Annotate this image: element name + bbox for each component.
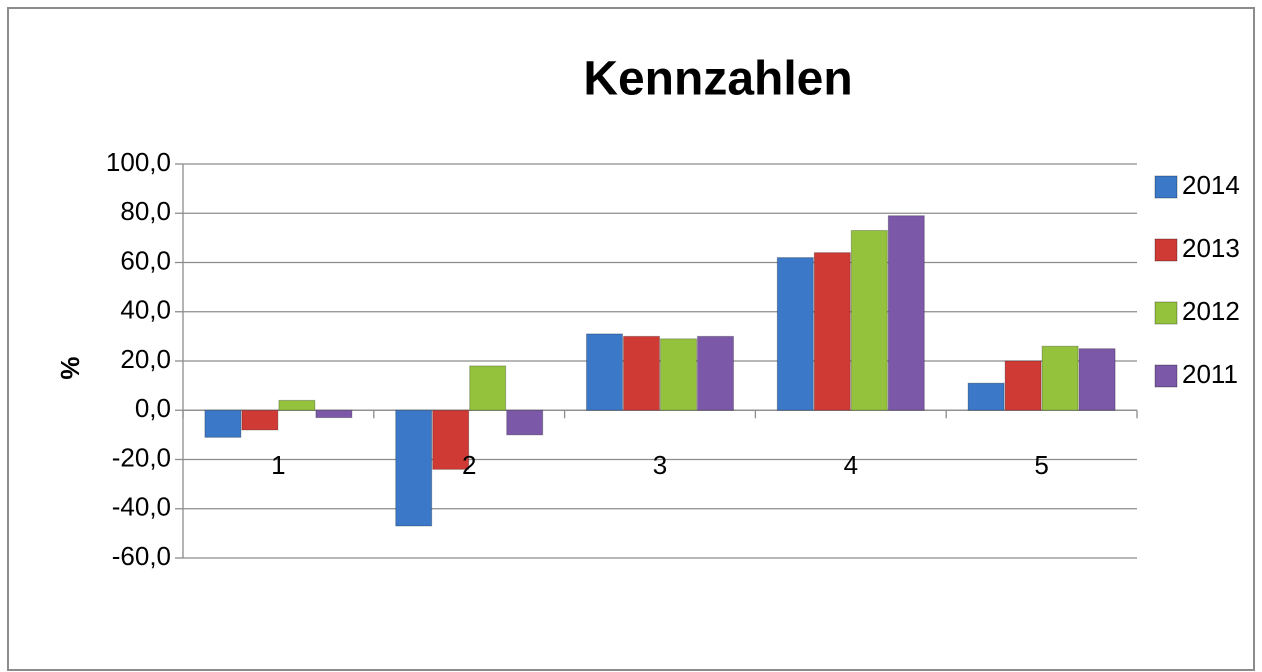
x-tick-label: 4 xyxy=(844,450,858,480)
bar xyxy=(850,229,888,411)
bar xyxy=(469,365,507,411)
legend-swatch xyxy=(1154,238,1178,262)
bar xyxy=(395,409,433,527)
bar xyxy=(278,399,316,411)
legend-swatch xyxy=(1154,364,1178,388)
bar xyxy=(1004,360,1042,411)
x-tick-label: 2 xyxy=(462,450,476,480)
legend-label: 2011 xyxy=(1182,359,1238,389)
bar xyxy=(241,409,279,431)
bar xyxy=(432,409,470,470)
bar xyxy=(697,335,734,411)
bar xyxy=(813,252,851,411)
x-tick-label: 1 xyxy=(271,450,285,480)
y-tick-label: -20,0 xyxy=(112,442,171,472)
bar xyxy=(506,409,544,436)
bar xyxy=(887,215,925,411)
y-tick-label: 80,0 xyxy=(120,196,171,226)
bar xyxy=(776,257,814,411)
y-tick-label: -60,0 xyxy=(112,541,171,571)
x-tick-label: 5 xyxy=(1034,450,1048,480)
y-tick-label: 60,0 xyxy=(120,245,171,275)
bar xyxy=(1041,345,1079,411)
y-tick-label: 0,0 xyxy=(135,393,171,423)
bar xyxy=(660,338,697,411)
legend-label: 2012 xyxy=(1182,296,1240,326)
x-tick-label: 3 xyxy=(653,450,667,480)
legend-label: 2014 xyxy=(1182,170,1240,200)
y-tick-label: 40,0 xyxy=(120,295,171,325)
bar xyxy=(586,333,623,411)
legend-swatch xyxy=(1154,175,1178,199)
bar xyxy=(623,335,660,411)
y-tick-label: -40,0 xyxy=(112,492,171,522)
bar xyxy=(1078,348,1116,411)
legend-label: 2013 xyxy=(1182,233,1240,263)
bar xyxy=(315,409,353,419)
legend-swatch xyxy=(1154,301,1178,325)
bar xyxy=(967,382,1005,411)
y-tick-label: 20,0 xyxy=(120,344,171,374)
bar xyxy=(204,409,242,438)
y-tick-label: 100,0 xyxy=(106,147,171,177)
chart-title: Kennzahlen xyxy=(583,53,852,106)
y-axis-label: % xyxy=(55,356,85,379)
